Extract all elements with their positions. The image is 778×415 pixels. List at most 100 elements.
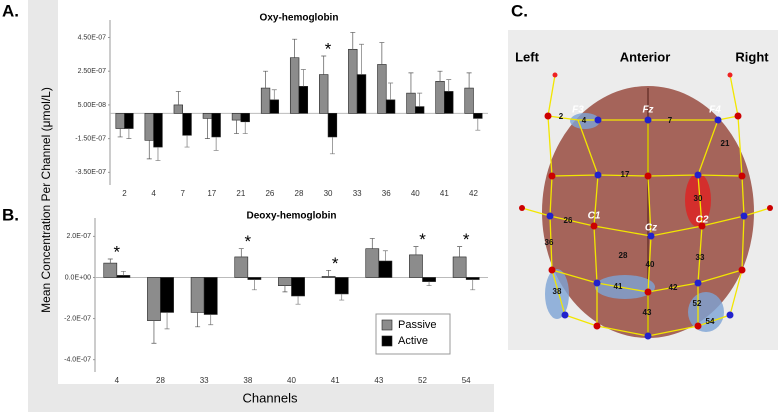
- significance-marker: *: [114, 242, 121, 261]
- error-bar: [408, 72, 414, 94]
- error-bar: [413, 246, 419, 255]
- channel-label: 2: [559, 112, 564, 121]
- electrode-label: Fz: [642, 105, 653, 116]
- error-bar: [329, 136, 335, 155]
- bar: [231, 113, 242, 121]
- channel-label: 36: [545, 238, 554, 247]
- electrode-label: F3: [572, 105, 584, 116]
- electrode-label: C1: [588, 211, 601, 222]
- bar: [385, 99, 396, 114]
- y-tick-label: -4.0E-07: [64, 357, 91, 364]
- significance-marker: *: [419, 230, 426, 249]
- x-tick-label: 21: [236, 189, 245, 198]
- error-bar: [233, 120, 239, 134]
- bar: [327, 113, 338, 138]
- y-tick-label: -1.50E-07: [75, 135, 106, 142]
- bar: [365, 248, 380, 278]
- error-bar: [107, 258, 113, 264]
- y-tick-label: 2.50E-07: [78, 68, 107, 75]
- error-bar: [117, 128, 123, 138]
- error-bar: [457, 246, 463, 257]
- x-tick-label: 30: [324, 189, 333, 198]
- panel-label: C.: [511, 1, 528, 20]
- channel-label: 21: [721, 139, 730, 148]
- chart-title: Deoxy-hemoglobin: [246, 211, 336, 222]
- electrode-label: F4: [709, 105, 721, 116]
- bar: [378, 260, 393, 278]
- channel-label: 33: [696, 253, 705, 262]
- error-bar: [208, 314, 214, 326]
- bar: [321, 276, 336, 278]
- error-bar: [175, 91, 181, 105]
- x-tick-label: 33: [353, 189, 362, 198]
- error-bar: [321, 55, 327, 75]
- bar: [260, 87, 271, 114]
- channel-label: 54: [706, 317, 715, 326]
- x-tick-label: 7: [180, 189, 185, 198]
- error-bar: [126, 128, 132, 139]
- x-tick-label: 28: [156, 376, 165, 385]
- y-axis-label: Mean Concentration Per Channel (μmol/L): [39, 87, 53, 313]
- error-bar: [263, 70, 269, 89]
- electrode-label: C2: [696, 215, 709, 226]
- x-tick-label: 40: [287, 376, 296, 385]
- error-bar: [326, 269, 332, 277]
- channel-label: 42: [669, 283, 678, 292]
- bar: [415, 106, 425, 114]
- legend-swatch: [381, 335, 393, 347]
- bar: [356, 74, 367, 114]
- bar: [452, 256, 467, 278]
- bar: [202, 113, 213, 119]
- x-tick-label: 38: [243, 376, 252, 385]
- error-bar: [120, 270, 126, 276]
- bar: [377, 64, 387, 114]
- error-bar: [271, 89, 277, 100]
- channel-label: 7: [668, 116, 673, 125]
- channel-label: 4: [582, 116, 587, 125]
- significance-marker: *: [332, 254, 339, 273]
- error-bar: [146, 140, 152, 160]
- error-bar: [470, 279, 476, 291]
- bar: [153, 113, 163, 148]
- bar: [334, 277, 349, 295]
- legend-label: Passive: [398, 319, 437, 331]
- x-tick-label: 40: [411, 189, 420, 198]
- bar: [435, 81, 445, 114]
- bar: [406, 92, 416, 114]
- x-tick-label: 33: [200, 376, 209, 385]
- error-bar: [382, 250, 388, 262]
- y-tick-label: -3.50E-07: [75, 169, 106, 176]
- error-bar: [369, 238, 375, 249]
- x-tick-label: 42: [469, 189, 478, 198]
- bar: [473, 113, 483, 119]
- error-bar: [466, 72, 472, 89]
- error-bar: [213, 136, 219, 151]
- electrode-label: Cz: [645, 223, 657, 234]
- channel-label: 40: [646, 260, 655, 269]
- x-tick-label: 26: [265, 189, 274, 198]
- error-bar: [195, 312, 201, 328]
- bar: [240, 113, 250, 123]
- bar: [124, 113, 134, 129]
- bar: [409, 254, 423, 278]
- x-tick-label: 2: [122, 189, 127, 198]
- error-bar: [155, 147, 161, 161]
- x-tick-label: 52: [418, 376, 427, 385]
- error-bar: [251, 279, 257, 291]
- bar: [160, 277, 174, 313]
- significance-marker: *: [463, 230, 470, 249]
- y-tick-label: 2.0E-07: [66, 233, 91, 240]
- error-bar: [379, 42, 385, 65]
- bar: [247, 277, 262, 280]
- x-tick-label: 41: [331, 376, 340, 385]
- error-bar: [300, 69, 306, 87]
- bar: [115, 113, 125, 129]
- channel-label: 30: [694, 194, 703, 203]
- error-bar: [426, 281, 432, 287]
- channel-label: 43: [643, 308, 652, 317]
- x-tick-label: 36: [382, 189, 391, 198]
- y-tick-label: 0.0E+00: [65, 274, 91, 281]
- error-bar: [184, 135, 190, 148]
- error-bar: [164, 312, 170, 330]
- channel-label: 28: [619, 251, 628, 260]
